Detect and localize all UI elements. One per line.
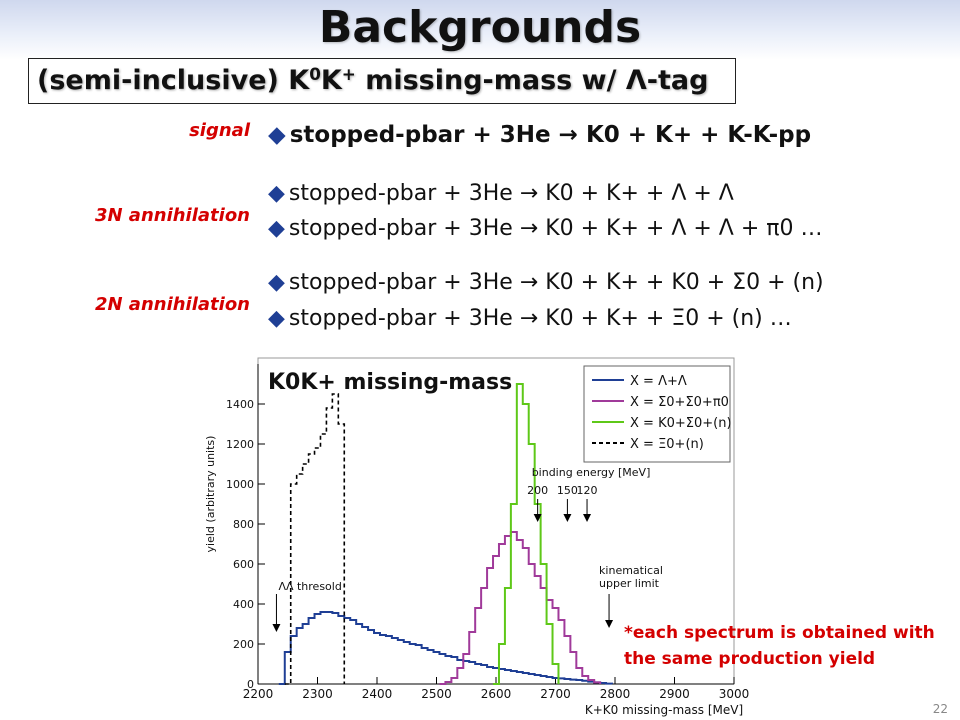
x-tick-label: 3000 — [719, 687, 750, 701]
title-band — [0, 0, 960, 60]
legend-entry: X = Ξ0+(n) — [630, 437, 704, 452]
note: *each spectrum is obtained with the same… — [624, 620, 935, 672]
reaction-text: stopped-pbar + 3He → K0 + K+ + K-K-pp — [289, 122, 812, 148]
subtitle-sup2: + — [341, 63, 356, 84]
reaction-text: stopped-pbar + 3He → K0 + K+ + Λ + Λ — [288, 181, 734, 206]
y-tick-label: 1400 — [226, 398, 254, 411]
y-tick-label: 1200 — [226, 438, 254, 451]
threshold-label: ΛΛ thresold — [278, 580, 341, 593]
legend-entry: X = K0+Σ0+(n) — [630, 416, 732, 431]
diamond-bullet-icon: ◆ — [268, 216, 285, 241]
plot-label: K0K+ missing-mass — [268, 370, 513, 395]
reaction-3n-b: ◆ stopped-pbar + 3He → K0 + K+ + Λ + Λ + … — [268, 216, 823, 241]
binding-energy-arrowhead — [533, 514, 542, 522]
diamond-bullet-icon: ◆ — [268, 270, 285, 295]
reaction-3n-a: ◆ stopped-pbar + 3He → K0 + K+ + Λ + Λ — [268, 181, 734, 206]
binding-energy-arrowhead — [583, 514, 592, 522]
reaction-text: stopped-pbar + 3He → K0 + K+ + Ξ0 + (n) … — [288, 306, 792, 331]
legend-box — [583, 365, 731, 463]
x-axis-title: K+K0 missing-mass [MeV] — [585, 703, 743, 717]
subtitle-box: (semi-inclusive) K0K+ missing-mass w/ Λ-… — [28, 58, 736, 104]
category-signal: signal — [189, 120, 250, 141]
note-line1: *each spectrum is obtained with — [624, 623, 935, 643]
subtitle-mid: K — [320, 65, 342, 96]
diamond-bullet-icon: ◆ — [268, 122, 286, 148]
binding-energy-label: binding energy [MeV] — [532, 466, 651, 479]
x-tick-label: 2500 — [421, 687, 452, 701]
kinematical-label: upper limit — [599, 577, 660, 590]
reaction-signal: ◆ stopped-pbar + 3He → K0 + K+ + K-K-pp — [268, 122, 811, 148]
page-number: 22 — [932, 702, 948, 716]
subtitle-sup1: 0 — [309, 63, 321, 84]
y-tick-label: 1000 — [226, 478, 254, 491]
x-tick-label: 2800 — [600, 687, 631, 701]
reaction-2n-a: ◆ stopped-pbar + 3He → K0 + K+ + K0 + Σ0 … — [268, 270, 824, 295]
y-tick-label: 800 — [233, 518, 254, 531]
page-title: Backgrounds — [318, 2, 642, 53]
kinematical-label: kinematical — [599, 564, 663, 577]
kinematical-arrowhead — [605, 620, 614, 628]
threshold-arrowhead — [272, 624, 281, 632]
legend-entry: X = Λ+Λ — [630, 374, 687, 389]
x-tick-label: 2200 — [243, 687, 274, 701]
y-axis-title: yield (arbitrary units) — [204, 436, 217, 553]
series-line — [493, 383, 560, 685]
x-tick-label: 2900 — [659, 687, 690, 701]
series-line — [439, 531, 602, 685]
diamond-bullet-icon: ◆ — [268, 181, 285, 206]
y-tick-label: 200 — [233, 638, 254, 651]
binding-energy-value: 120 — [577, 484, 598, 497]
y-tick-label: 0 — [247, 678, 254, 691]
note-line2: the same production yield — [624, 649, 876, 669]
reaction-2n-b: ◆ stopped-pbar + 3He → K0 + K+ + Ξ0 + (n)… — [268, 306, 792, 331]
category-2n: 2N annihilation — [94, 294, 250, 315]
subtitle: (semi-inclusive) K0K+ missing-mass w/ Λ-… — [37, 65, 708, 96]
x-tick-label: 2600 — [481, 687, 512, 701]
x-tick-label: 2300 — [302, 687, 333, 701]
binding-energy-value: 200 — [527, 484, 548, 497]
reaction-text: stopped-pbar + 3He → K0 + K+ + K0 + Σ0 +… — [288, 270, 824, 295]
x-tick-label: 2700 — [540, 687, 571, 701]
y-tick-label: 600 — [233, 558, 254, 571]
binding-energy-value: 150 — [557, 484, 578, 497]
missing-mass-chart: 2200 2300 2400 2500 2600 2700 2800 2900 3000 0 200… — [204, 357, 750, 717]
subtitle-suffix: missing-mass w/ Λ-tag — [355, 65, 709, 96]
subtitle-prefix: (semi-inclusive) K — [37, 65, 310, 96]
binding-energy-arrowhead — [563, 514, 572, 522]
x-tick-label: 2400 — [362, 687, 393, 701]
diamond-bullet-icon: ◆ — [268, 306, 285, 331]
legend-entry: X = Σ0+Σ0+π0 — [630, 395, 729, 410]
y-tick-label: 400 — [233, 598, 254, 611]
reaction-text: stopped-pbar + 3He → K0 + K+ + Λ + Λ + π… — [288, 216, 823, 241]
category-3n: 3N annihilation — [94, 205, 250, 226]
